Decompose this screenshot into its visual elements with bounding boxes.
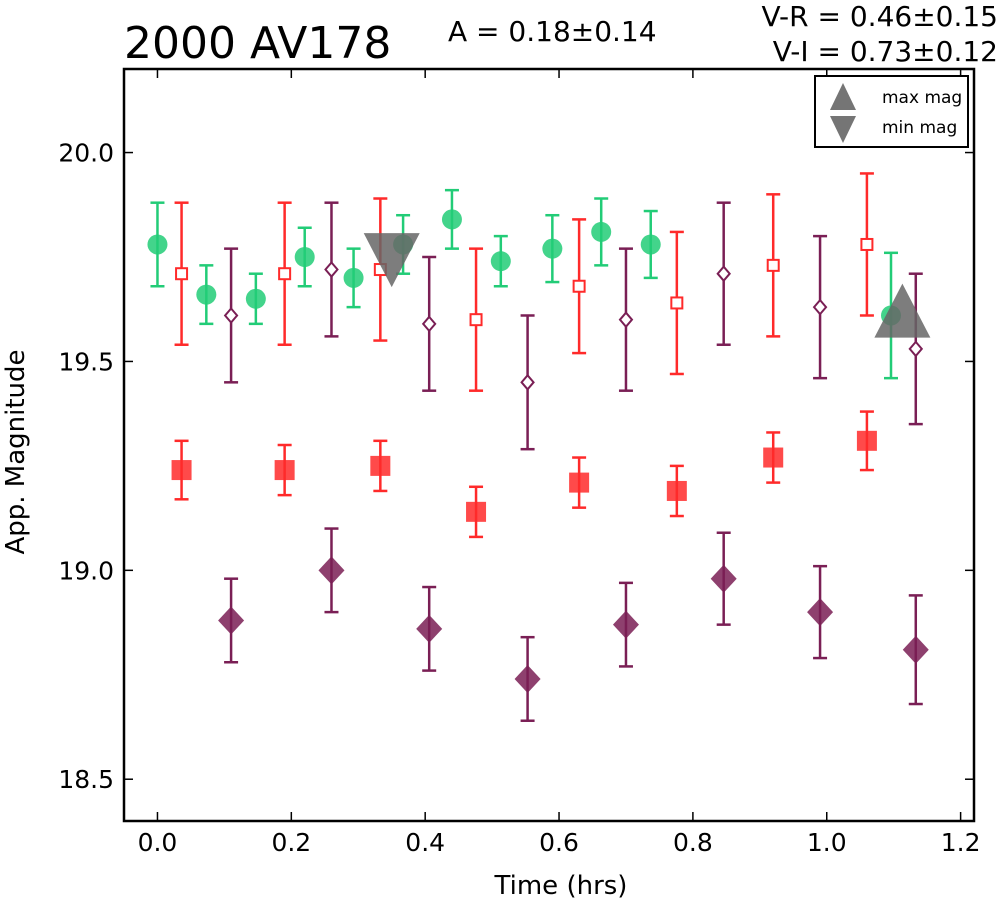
x-tick-label: 1.2 — [941, 828, 981, 857]
y-tick-label: 19.0 — [58, 556, 114, 585]
data-point — [812, 298, 828, 316]
series-triangle-up — [874, 283, 931, 338]
data-point — [441, 209, 462, 230]
data-point — [860, 237, 874, 251]
data-point — [175, 267, 189, 281]
data-point — [612, 610, 639, 639]
data-point — [416, 614, 443, 643]
data-point — [274, 460, 295, 481]
legend: max mag min mag — [814, 75, 969, 148]
data-point — [318, 556, 345, 585]
data-point — [908, 340, 924, 358]
data-point — [763, 447, 784, 468]
data-point — [716, 265, 732, 283]
series-open-square — [174, 172, 874, 392]
data-point — [466, 501, 487, 522]
x-tick-label: 0.4 — [405, 828, 445, 857]
data-point — [223, 306, 239, 325]
data-point — [618, 311, 634, 329]
plot-frame — [122, 67, 976, 823]
data-point — [469, 313, 483, 327]
data-point — [902, 635, 929, 664]
data-point — [171, 460, 192, 481]
data-point — [343, 267, 364, 288]
series-filled-square — [171, 410, 877, 539]
data-point — [640, 234, 661, 255]
x-tick-label: 0.2 — [271, 828, 311, 857]
data-point — [591, 221, 612, 242]
data-point — [569, 472, 590, 493]
max-mag-legend-label: max mag — [882, 88, 962, 108]
data-point — [542, 238, 563, 259]
data-point — [278, 267, 292, 281]
data-point — [807, 598, 834, 627]
x-axis-label: Time (hrs) — [494, 871, 628, 901]
y-tick-label: 18.5 — [58, 765, 114, 794]
data-point — [147, 234, 168, 255]
x-tick-label: 1.0 — [807, 828, 847, 857]
data-point — [294, 247, 315, 267]
data-point — [370, 455, 391, 476]
series-open-diamond — [223, 201, 924, 451]
y-tick-label: 19.5 — [58, 347, 114, 376]
min-mag-legend-label: min mag — [882, 118, 957, 138]
x-tick-label: 0.8 — [673, 828, 713, 857]
y-axis-label: App. Magnitude — [1, 349, 31, 554]
data-point — [218, 606, 245, 635]
data-point — [514, 664, 541, 693]
data-layer — [147, 172, 931, 722]
y-tick-label: 20.0 — [58, 139, 114, 168]
data-point — [324, 260, 339, 279]
amplitude-label: A = 0.18±0.14 — [448, 15, 657, 48]
object-title: 2000 AV178 — [124, 18, 391, 69]
data-point — [421, 315, 437, 333]
axes-ticks: 0.0 0.2 0.4 0.6 0.8 1.0 1.2 18.5 19.0 19.5 20.0 — [58, 69, 980, 857]
data-point — [710, 564, 737, 593]
data-point — [572, 279, 586, 293]
data-point — [490, 251, 511, 272]
series-filled-circle — [147, 188, 902, 380]
data-point — [670, 296, 684, 310]
v-i-color-label: V-I = 0.73±0.12 — [773, 35, 998, 68]
min-mag-legend-marker — [830, 116, 856, 143]
max-mag-marker — [874, 283, 931, 338]
max-mag-legend-marker — [830, 83, 856, 110]
series-filled-diamond — [218, 527, 929, 722]
min-mag-marker — [363, 233, 420, 288]
data-point — [520, 373, 535, 391]
data-point — [245, 288, 266, 309]
data-point — [666, 480, 687, 501]
x-tick-label: 0.6 — [539, 828, 579, 857]
data-point — [856, 430, 877, 451]
x-tick-label: 0.0 — [138, 828, 178, 857]
v-r-color-label: V-R = 0.46±0.15 — [762, 0, 998, 33]
data-point — [196, 284, 217, 305]
data-point — [766, 258, 780, 272]
series-triangle-down — [363, 233, 420, 288]
